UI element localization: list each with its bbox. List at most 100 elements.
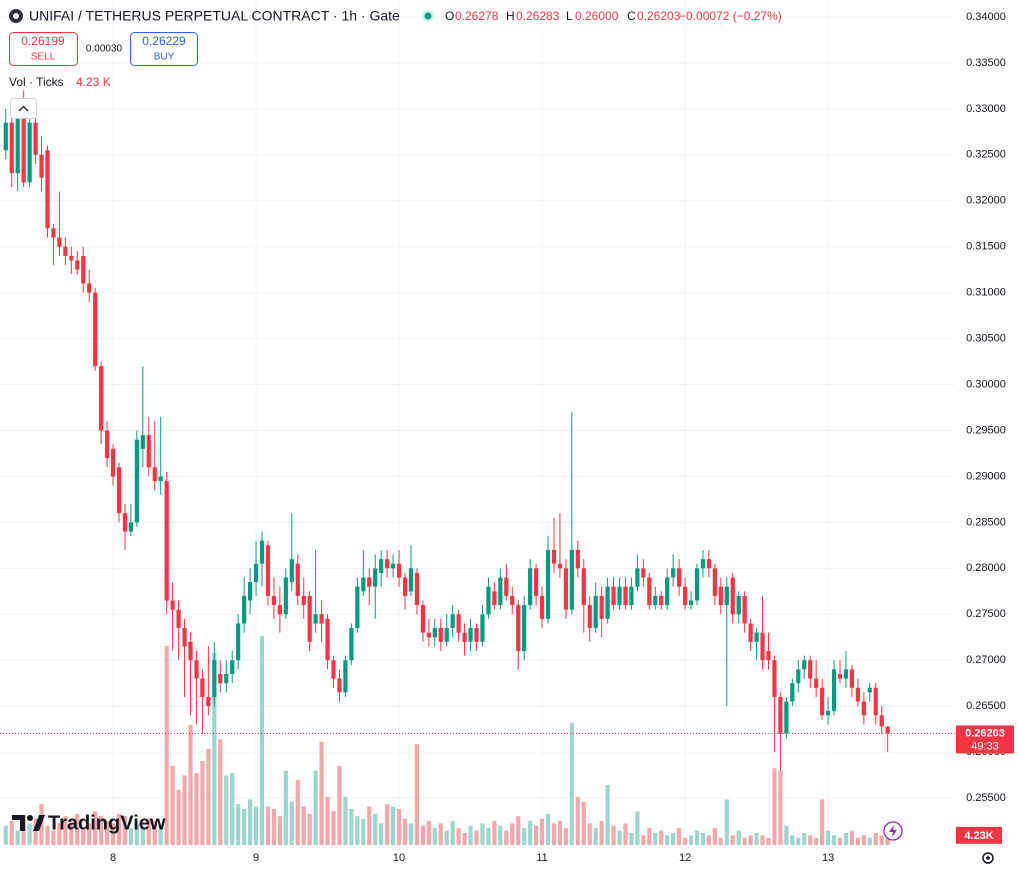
sell-label[interactable]: SELL [31,52,56,63]
volume-bar [140,825,145,845]
candle-body [629,586,634,606]
candle-body [593,595,598,629]
volume-bar [104,820,110,845]
collapse-box[interactable] [10,98,37,119]
volume-bar [224,775,229,845]
y-tick-label: 0.32000 [966,195,1006,207]
sell-price[interactable]: 0.26199 [21,34,65,48]
candle-body [283,577,288,615]
candle-body [420,605,425,633]
buy-box[interactable] [130,32,198,66]
volume-bar [629,832,634,845]
volume-bar [462,832,467,845]
countdown: 49:33 [971,740,999,752]
candle-body [772,660,777,697]
candle-body [367,577,372,587]
volume-bar [468,825,473,845]
volume-bar [486,828,491,845]
candle-body [27,122,32,183]
settings-center[interactable] [986,856,990,860]
lightning-icon[interactable] [889,825,897,837]
candle-body [200,678,205,697]
candle-body [539,595,545,619]
sell-button[interactable]: 0.26199 SELL [9,32,78,66]
volume-bar [611,825,616,845]
volume-bar [528,820,533,845]
candle-body [647,577,652,606]
candle-body [224,673,229,684]
candle-body [694,568,700,601]
candle-body [468,628,473,642]
volume-bar [206,748,211,845]
candle-body [158,476,163,482]
y-tick-label: 0.31000 [966,287,1006,299]
volume-bar [593,828,598,845]
lightning-button[interactable] [883,821,903,841]
candle-body [81,255,86,284]
x-tick-label: 10 [393,852,405,864]
candle-body [587,605,592,629]
volume-bar [33,818,38,845]
status-dot [424,12,432,20]
volume-tag: 4.23K [964,830,993,842]
volume-bar [414,744,420,845]
volume-legend-value: 4.23 K [76,75,111,89]
volume-bar [843,832,849,845]
volume-bar [885,834,890,845]
candle-body [206,696,211,707]
volume-bar [456,828,461,845]
volume-bar [355,816,360,845]
buy-label[interactable]: BUY [154,52,175,63]
candle-body [450,614,455,629]
y-tick-label: 0.34000 [966,11,1006,23]
candle-body [63,246,68,256]
volume-bar [730,835,735,845]
volume-bar [861,835,866,845]
candle-body [659,595,664,606]
volume-bar [420,825,425,845]
symbol-icon-inner [13,13,19,19]
settings-icon[interactable] [982,852,994,864]
buy-button[interactable]: 0.26229 BUY [130,32,198,66]
collapse-icon[interactable] [18,105,29,112]
volume-bar [93,811,98,845]
candle-body [820,687,825,716]
symbol-title[interactable]: UNIFAI / TETHERUS PERPETUAL CONTRACT · 1… [29,8,400,24]
volume-bar [379,823,384,845]
volume-bar [432,828,437,845]
ohlc-c: 0.26203 [637,9,681,23]
candle-body [9,122,14,174]
volume-bar [361,818,366,845]
settings-button[interactable] [982,852,994,864]
volume-bar [337,765,342,845]
volume-bar [69,820,74,845]
candle-body [170,600,175,610]
volume-bar [426,820,431,845]
candle-body [837,673,843,679]
volume-bar [158,823,163,845]
candles [3,90,890,771]
volume-bar [694,830,700,845]
candle-body [665,577,670,606]
buy-price[interactable]: 0.26229 [142,34,186,48]
volume-bar [367,806,372,845]
volume-bar [212,652,217,845]
volume-bar [754,832,759,845]
volume-bar [671,832,676,845]
candle-body [843,669,849,679]
y-tick-label: 0.28000 [966,562,1006,574]
volume-bar [289,801,294,845]
ohlc-h: 0.26283 [516,9,560,23]
candle-body [444,628,449,642]
collapse-button[interactable] [10,98,37,119]
volume-bar [563,828,568,845]
candle-body [390,563,396,569]
price-tag-bg [956,725,1014,754]
sell-box[interactable] [9,32,78,66]
volume-bar [510,823,515,845]
volume-bar [635,811,640,845]
volume-bar [736,830,741,845]
candle-body [724,586,729,606]
